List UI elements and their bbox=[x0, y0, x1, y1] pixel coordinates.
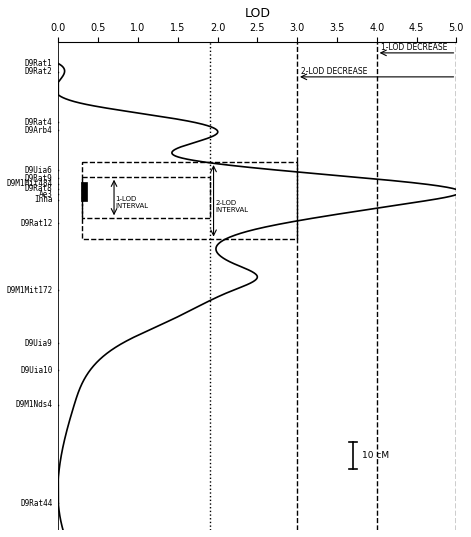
Text: D9Arb4: D9Arb4 bbox=[25, 126, 53, 135]
Text: 2-LOD DECREASE: 2-LOD DECREASE bbox=[301, 67, 367, 76]
Text: D9Rat12: D9Rat12 bbox=[20, 219, 53, 228]
Bar bbox=[82, 162, 297, 240]
Text: D9M1Mit484: D9M1Mit484 bbox=[7, 179, 53, 188]
Text: D9M1Nds4: D9M1Nds4 bbox=[16, 400, 53, 409]
Text: 1-LOD DECREASE: 1-LOD DECREASE bbox=[381, 42, 447, 52]
Text: 2-LOD
INTERVAL: 2-LOD INTERVAL bbox=[215, 200, 248, 213]
Text: Inha: Inha bbox=[34, 195, 53, 204]
X-axis label: LOD: LOD bbox=[244, 7, 270, 20]
Text: D9Rat4: D9Rat4 bbox=[25, 118, 53, 127]
Text: 1-LOD
INTERVAL: 1-LOD INTERVAL bbox=[115, 197, 149, 209]
Text: D9Rat44: D9Rat44 bbox=[20, 499, 53, 508]
Text: D9Rat9: D9Rat9 bbox=[25, 173, 53, 183]
Text: 10 cM: 10 cM bbox=[362, 451, 390, 460]
Bar bbox=[81, 182, 87, 201]
Text: D9Rat1: D9Rat1 bbox=[25, 59, 53, 68]
Text: D9Uia6: D9Uia6 bbox=[25, 166, 53, 175]
Text: D9Uia10: D9Uia10 bbox=[20, 366, 53, 375]
Text: D9Rat8: D9Rat8 bbox=[25, 184, 53, 193]
Bar bbox=[82, 177, 210, 218]
Text: D9M1Mit172: D9M1Mit172 bbox=[7, 286, 53, 295]
Text: Ae3: Ae3 bbox=[39, 190, 53, 199]
Text: D9Rat2: D9Rat2 bbox=[25, 67, 53, 76]
Text: D9Uia9: D9Uia9 bbox=[25, 339, 53, 348]
